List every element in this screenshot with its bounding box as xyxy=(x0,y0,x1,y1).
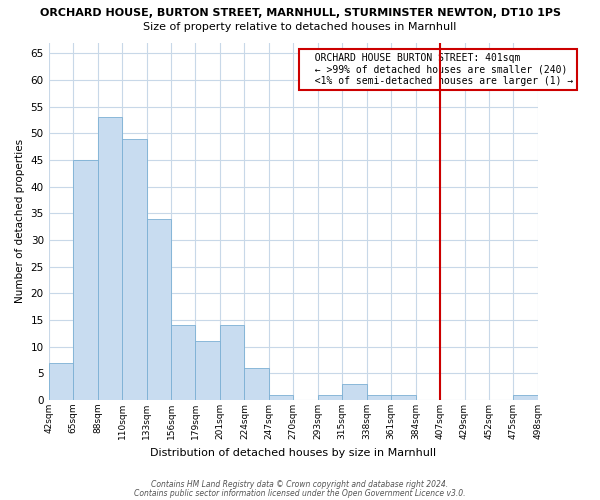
Bar xyxy=(171,326,196,400)
Y-axis label: Number of detached properties: Number of detached properties xyxy=(15,139,25,304)
Bar xyxy=(244,368,269,400)
Text: Contains public sector information licensed under the Open Government Licence v3: Contains public sector information licen… xyxy=(134,489,466,498)
Bar xyxy=(367,394,391,400)
Bar xyxy=(342,384,367,400)
Bar xyxy=(269,394,293,400)
Text: Size of property relative to detached houses in Marnhull: Size of property relative to detached ho… xyxy=(143,22,457,32)
Bar xyxy=(146,218,171,400)
Bar xyxy=(98,117,122,400)
Bar xyxy=(318,394,342,400)
Bar xyxy=(196,342,220,400)
Text: Contains HM Land Registry data © Crown copyright and database right 2024.: Contains HM Land Registry data © Crown c… xyxy=(151,480,449,489)
Bar xyxy=(73,160,98,400)
Bar xyxy=(391,394,416,400)
Bar xyxy=(220,326,244,400)
Bar xyxy=(122,138,146,400)
Bar xyxy=(49,362,73,400)
Text: ORCHARD HOUSE, BURTON STREET, MARNHULL, STURMINSTER NEWTON, DT10 1PS: ORCHARD HOUSE, BURTON STREET, MARNHULL, … xyxy=(40,8,560,18)
Bar xyxy=(514,394,538,400)
X-axis label: Distribution of detached houses by size in Marnhull: Distribution of detached houses by size … xyxy=(150,448,436,458)
Text: ORCHARD HOUSE BURTON STREET: 401sqm
  ← >99% of detached houses are smaller (240: ORCHARD HOUSE BURTON STREET: 401sqm ← >9… xyxy=(303,53,574,86)
